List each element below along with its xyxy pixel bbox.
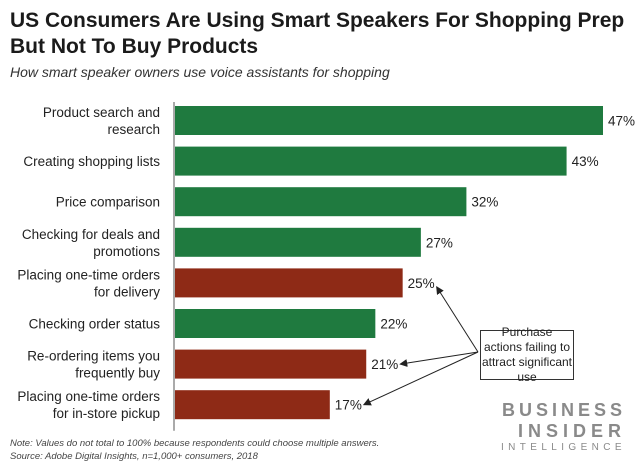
category-label: for in-store pickup — [53, 406, 160, 421]
business-insider-logo: BUSINESS INSIDER INTELLIGENCE — [501, 400, 626, 453]
category-label: Checking for deals and — [22, 227, 160, 242]
chart-subtitle: How smart speaker owners use voice assis… — [10, 64, 390, 80]
value-label: 27% — [426, 235, 453, 250]
category-label: Placing one-time orders — [17, 389, 160, 404]
value-label: 47% — [608, 114, 635, 129]
bar — [175, 106, 603, 135]
category-label: Price comparison — [56, 195, 160, 210]
chart-title: US Consumers Are Using Smart Speakers Fo… — [10, 9, 625, 58]
category-label: research — [107, 122, 160, 137]
value-label: 21% — [371, 357, 398, 372]
category-label: Placing one-time orders — [17, 267, 160, 282]
bar — [175, 268, 403, 298]
bar — [175, 187, 467, 217]
bar — [175, 309, 376, 338]
callout-arrow — [362, 351, 479, 406]
value-label: 17% — [335, 398, 362, 413]
value-label: 32% — [471, 195, 498, 210]
callout-arrow — [399, 351, 479, 367]
category-label: Re-ordering items you — [27, 349, 160, 364]
value-label: 22% — [380, 317, 407, 332]
category-label: Creating shopping lists — [23, 154, 160, 169]
bar — [175, 227, 421, 257]
bar — [175, 349, 367, 379]
category-label: frequently buy — [75, 366, 160, 381]
bar — [175, 390, 330, 420]
logo-line-2: INSIDER — [517, 421, 626, 441]
category-label: Checking order status — [29, 317, 161, 332]
callout-arrow — [436, 286, 479, 353]
value-label: 25% — [408, 276, 435, 291]
bar — [175, 146, 567, 176]
purchase-actions-callout: Purchase actions failing to attract sign… — [480, 325, 574, 384]
logo-line-3: INTELLIGENCE — [500, 442, 626, 453]
logo-line-1: BUSINESS — [501, 400, 626, 420]
value-label: 43% — [572, 154, 599, 169]
callout-text: Purchase actions failing to attract sign… — [481, 325, 573, 384]
chart-footer: Note: Values do not total to 100% becaus… — [10, 437, 379, 463]
category-label: for delivery — [94, 284, 160, 299]
category-label: Product search and — [43, 105, 160, 120]
footer-note: Note: Values do not total to 100% becaus… — [10, 438, 380, 449]
footer-source: Source: Adobe Digital Insights, n=1,000+… — [10, 451, 258, 462]
category-label: promotions — [93, 244, 160, 259]
